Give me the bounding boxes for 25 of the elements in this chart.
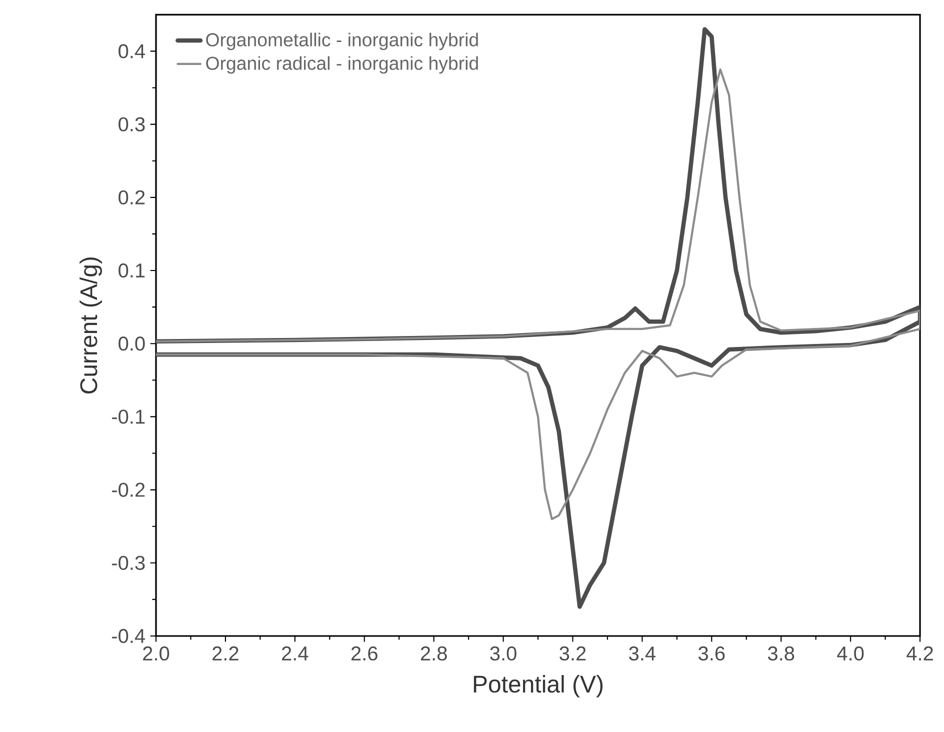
y-tick-label: 0.1 [118,263,145,278]
x-tick-label: 3.8 [768,646,794,661]
x-tick-label: 2.2 [212,646,238,660]
x-tick-label: 3.2 [560,646,586,661]
x-tick-label: 2.4 [282,646,308,660]
x-tick-label: 4.0 [837,646,864,661]
x-tick-label: 2.0 [143,646,170,661]
legend-label: Organic radical - inorganic hybrid [206,56,478,74]
x-tick-label: 3.6 [698,646,725,661]
y-tick-label: -0.1 [112,410,145,424]
x-axis-title: Potential (V) [474,675,603,698]
x-tick-label: 2.6 [351,646,378,661]
y-tick-label: -0.2 [112,482,145,497]
legend-label: Organometallic - inorganic hybrid [206,32,478,50]
y-tick-label: -0.3 [112,556,145,570]
x-tick-label: 3.0 [490,646,516,661]
y-tick-label: 0.2 [118,190,145,204]
y-tick-label: -0.4 [112,628,146,644]
y-tick-label: 0.4 [118,44,146,58]
y-axis-title: Current (A/g) [80,258,102,394]
y-tick-label: 0.0 [118,336,145,351]
x-tick-label: 4.2 [906,646,933,660]
x-tick-label: 2.8 [420,646,447,661]
x-tick-label: 3.4 [629,646,656,661]
y-tick-label: 0.3 [118,117,145,132]
